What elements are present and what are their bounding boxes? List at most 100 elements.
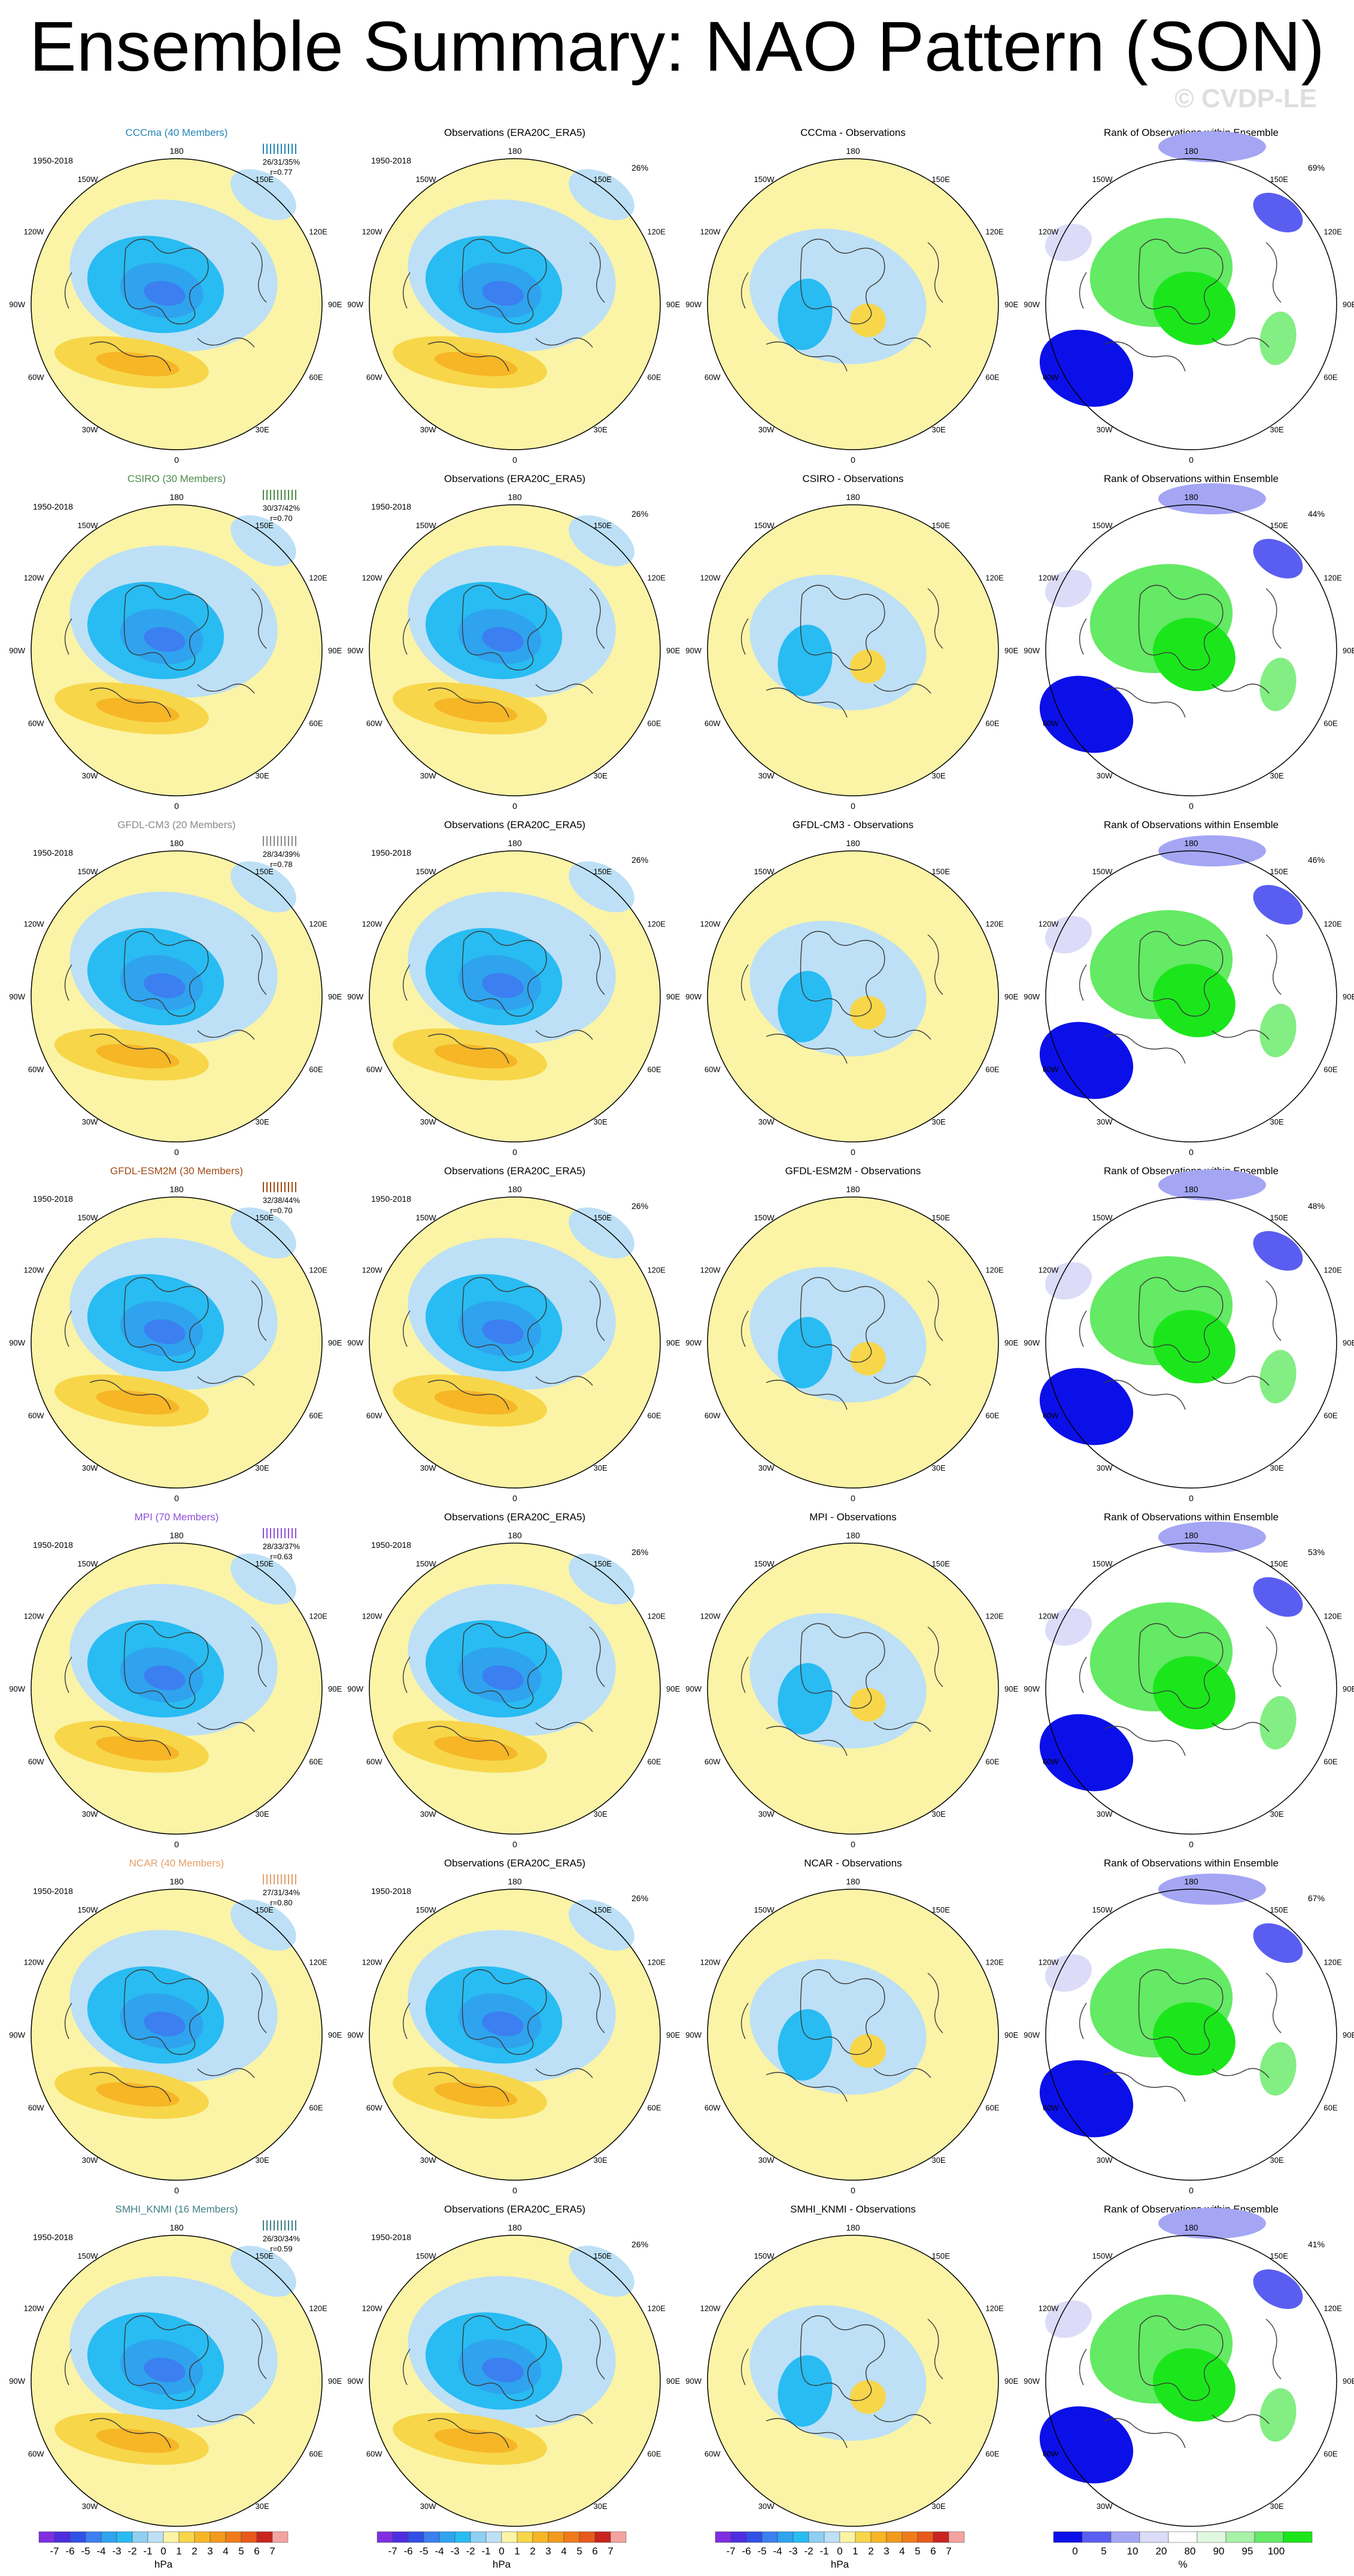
- lon-label-west: 120W: [1039, 920, 1059, 929]
- lon-label-west: 90W: [347, 300, 363, 309]
- explained-variance: 26%: [632, 509, 648, 519]
- map-boundary: [369, 504, 661, 796]
- map-panel-obs: Observations (ERA20C_ERA5) 1950-2018 26% 18…: [347, 819, 680, 1157]
- lon-label-east: 150E: [1270, 2251, 1289, 2260]
- lon-label-west: 30W: [758, 1117, 775, 1126]
- map-boundary: [1045, 158, 1337, 450]
- lon-label-east: 120E: [309, 2304, 327, 2313]
- explained-variance: 26%: [632, 1201, 648, 1211]
- colorbar-tick: 4: [561, 2545, 566, 2557]
- hpa-colorbar: -7 -6 -5 -4 -3 -2 -1 0 1 2 3 4 5 6 7 hPa: [715, 2531, 965, 2570]
- lon-label-west: 150W: [416, 521, 437, 530]
- colorbar-swatch: [1139, 2531, 1169, 2543]
- lon-label-east: 30E: [256, 425, 269, 434]
- lon-label-east: 120E: [309, 1612, 327, 1621]
- polar-map: [707, 1542, 999, 1835]
- negative-anomaly: [230, 1207, 296, 1259]
- rank-blue-region: [1045, 1608, 1092, 1646]
- lon-label-west: 120W: [1039, 228, 1059, 237]
- lon-label-bottom: 0: [851, 1493, 855, 1503]
- colorbar-tick: 3: [207, 2545, 212, 2557]
- lon-label-east: 60E: [985, 719, 999, 728]
- lon-label-west: 120W: [24, 920, 45, 929]
- negative-anomaly: [482, 627, 524, 652]
- explained-variance: 30/37/42%: [263, 504, 300, 513]
- lon-label-bottom: 0: [1189, 1493, 1194, 1503]
- coastline: [740, 584, 943, 718]
- map-panel-diff: GFDL-ESM2M - Observations 180 0 150W 120W 90W…: [685, 1165, 1018, 1503]
- lon-label-east: 30E: [594, 1117, 608, 1126]
- lon-label-west: 60W: [705, 1757, 721, 1766]
- colorbar-tick: -4: [435, 2545, 444, 2557]
- map-panel-obs: Observations (ERA20C_ERA5) 1950-2018 26% 18…: [347, 473, 680, 811]
- lon-label-west: 150W: [416, 175, 437, 184]
- lon-label-west: 60W: [366, 2450, 382, 2459]
- pattern-correlation: r=0.70: [270, 514, 292, 523]
- colorbar-tick: 100: [1268, 2545, 1285, 2557]
- lon-label-west: 60W: [366, 373, 382, 382]
- lon-label-west: 120W: [362, 574, 383, 583]
- lon-label-west: 120W: [362, 2304, 383, 2313]
- lon-label-east: 120E: [647, 1612, 666, 1621]
- lon-label-east: 120E: [985, 228, 1004, 237]
- lon-label-east: 30E: [932, 425, 946, 434]
- lon-label-bottom: 0: [174, 455, 179, 465]
- rank-percentage: 48%: [1308, 1201, 1325, 1211]
- colorbar-tick: -7: [50, 2545, 59, 2557]
- lon-label-bottom: 0: [512, 1839, 517, 1849]
- coastline: [64, 238, 267, 372]
- colorbar-tick: 3: [884, 2545, 889, 2557]
- coastline: [1079, 1969, 1282, 2102]
- panel-title: NCAR - Observations: [804, 1857, 901, 1869]
- pattern-correlation: r=0.59: [270, 2244, 292, 2253]
- lon-label-west: 90W: [685, 300, 702, 309]
- lon-label-west: 150W: [1092, 521, 1113, 530]
- lon-label-west: 60W: [28, 1757, 44, 1766]
- colorbar-unit: %: [1178, 2559, 1187, 2570]
- rank-blue-region: [1158, 1169, 1266, 1201]
- lon-label-west: 60W: [28, 1411, 44, 1420]
- lon-label-west: 90W: [685, 1684, 702, 1693]
- negative-anomaly: [569, 169, 635, 220]
- rank-blue-region: [1045, 223, 1092, 262]
- hpa-colorbar: -7 -6 -5 -4 -3 -2 -1 0 1 2 3 4 5 6 7 hPa: [377, 2531, 627, 2570]
- map-boundary: [707, 158, 999, 450]
- period-label: 1950-2018: [371, 156, 411, 165]
- rank-blue-region: [1039, 675, 1134, 753]
- lon-label-east: 90E: [666, 300, 680, 309]
- period-label: 1950-2018: [33, 1540, 73, 1550]
- lon-label-west: 60W: [366, 1065, 382, 1074]
- colorbar-tick: 2: [868, 2545, 873, 2557]
- map-boundary: [1045, 2235, 1337, 2527]
- map-panel-model: GFDL-CM3 (20 Members) 1950-2018 28/34/39%r…: [9, 819, 342, 1157]
- lon-label-east: 30E: [256, 1463, 269, 1472]
- lon-label-west: 30W: [82, 1117, 98, 1126]
- explained-variance: 32/38/44%: [263, 1196, 300, 1205]
- map-panel-rank: Rank of Observations within Ensemble 53% 1…: [1024, 1511, 1354, 1849]
- lon-label-west: 150W: [78, 867, 99, 876]
- period-label: 1950-2018: [371, 502, 411, 511]
- lon-label-west: 90W: [9, 1338, 25, 1347]
- negative-anomaly: [778, 278, 833, 350]
- period-label: 1950-2018: [33, 1886, 73, 1896]
- period-label: 1950-2018: [33, 848, 73, 857]
- colorbar-swatch: [563, 2531, 580, 2543]
- lon-label-east: 60E: [1323, 1757, 1337, 1766]
- lon-label-east: 120E: [309, 920, 327, 929]
- negative-anomaly: [482, 973, 524, 998]
- colorbar-swatch: [761, 2531, 778, 2543]
- lon-label-east: 30E: [256, 2156, 269, 2165]
- explained-variance: 26%: [632, 163, 648, 172]
- lon-label-west: 60W: [1043, 2450, 1059, 2459]
- coastline: [740, 238, 943, 372]
- lon-label-east: 60E: [309, 1065, 323, 1074]
- colorbar-tick: -1: [819, 2545, 828, 2557]
- lon-label-east: 120E: [1323, 574, 1342, 583]
- explained-variance: 28/33/37%: [263, 1542, 300, 1551]
- colorbar-swatch: [917, 2531, 934, 2543]
- map-boundary: [31, 1196, 323, 1489]
- lon-label-east: 90E: [1004, 300, 1018, 309]
- lon-label-west: 60W: [705, 1411, 721, 1420]
- polar-map: [1039, 1874, 1337, 2181]
- lon-label-top: 180: [1184, 838, 1198, 848]
